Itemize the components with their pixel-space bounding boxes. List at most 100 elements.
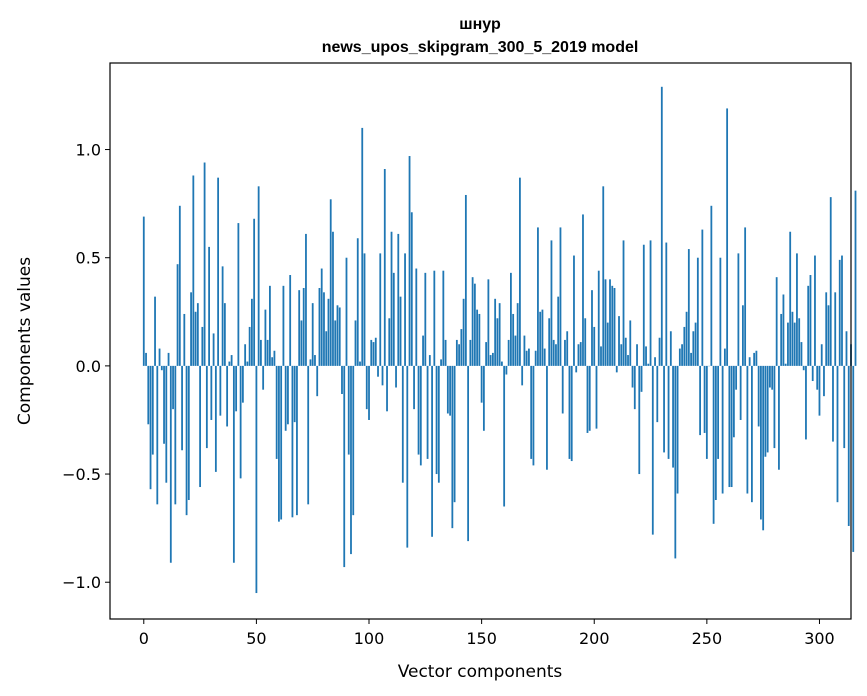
- bar-312: [845, 331, 848, 366]
- bar-149: [478, 313, 481, 366]
- bar-49: [253, 218, 256, 366]
- bar-72: [305, 233, 307, 366]
- bar-123: [419, 365, 422, 466]
- bar-133: [442, 270, 445, 366]
- y-tick-label: 1.0: [76, 141, 101, 160]
- bar-257: [721, 365, 724, 494]
- chart-title-line-2: news_upos_skipgram_300_5_2019 model: [322, 39, 639, 56]
- bar-151: [482, 365, 485, 431]
- bar-291: [798, 318, 801, 366]
- bar-136: [449, 365, 451, 416]
- bar-27: [203, 162, 206, 366]
- bar-21: [190, 292, 192, 366]
- bar-180: [548, 318, 551, 366]
- bar-247: [699, 365, 701, 436]
- bar-284: [782, 294, 785, 366]
- bar-286: [787, 322, 789, 366]
- bar-24: [196, 303, 199, 366]
- bar-253: [712, 365, 715, 524]
- bar-142: [462, 298, 465, 366]
- bar-89: [343, 365, 346, 568]
- bar-69: [298, 290, 301, 366]
- bar-265: [739, 365, 742, 420]
- bar-52: [260, 339, 262, 366]
- bar-287: [789, 231, 792, 366]
- bar-130: [435, 365, 438, 475]
- bar-54: [264, 309, 267, 366]
- bar-55: [266, 339, 269, 366]
- bar-300: [818, 365, 821, 416]
- bar-266: [741, 305, 744, 366]
- bar-190: [570, 365, 573, 462]
- bar-11: [167, 352, 170, 366]
- bar-73: [307, 365, 310, 505]
- bar-227: [654, 357, 656, 366]
- bar-140: [458, 344, 460, 366]
- bar-283: [780, 313, 783, 366]
- bar-25: [199, 365, 201, 488]
- bar-94: [354, 320, 357, 366]
- bar-118: [408, 156, 411, 366]
- bar-80: [323, 292, 325, 366]
- bar-207: [609, 279, 611, 366]
- bar-259: [726, 108, 729, 366]
- bar-104: [377, 365, 379, 377]
- bar-75: [311, 303, 314, 366]
- bar-129: [433, 270, 436, 366]
- bar-103: [374, 337, 377, 366]
- bar-208: [611, 285, 614, 366]
- bar-271: [753, 352, 756, 366]
- bar-209: [613, 288, 616, 366]
- bar-33: [217, 177, 220, 366]
- bar-307: [834, 292, 837, 366]
- bar-217: [631, 365, 634, 388]
- bar-223: [645, 346, 647, 366]
- bar-13: [172, 365, 174, 410]
- bar-43: [239, 365, 242, 479]
- bar-67: [293, 365, 296, 423]
- bar-263: [735, 365, 738, 390]
- bar-16: [178, 205, 181, 366]
- bar-214: [624, 337, 627, 366]
- bar-139: [455, 339, 458, 366]
- bar-56: [269, 285, 271, 366]
- bar-228: [656, 365, 659, 423]
- y-tick-label: 0.5: [76, 249, 101, 268]
- bar-15: [176, 264, 179, 366]
- bar-144: [467, 365, 470, 542]
- bar-6: [156, 365, 159, 505]
- bar-84: [332, 231, 334, 366]
- bar-79: [320, 268, 323, 366]
- bar-148: [476, 309, 479, 366]
- bar-280: [773, 365, 776, 449]
- bar-215: [627, 355, 629, 366]
- bar-185: [559, 227, 562, 366]
- bar-146: [471, 277, 474, 366]
- bar-169: [523, 335, 526, 366]
- bar-274: [760, 365, 762, 520]
- bar-100: [368, 365, 370, 420]
- bar-192: [575, 365, 578, 373]
- bar-198: [588, 365, 591, 431]
- x-tick-label: 250: [692, 629, 723, 648]
- bar-249: [703, 365, 706, 433]
- bar-234: [669, 331, 672, 366]
- bar-97: [361, 127, 364, 366]
- x-tick-label: 50: [246, 629, 266, 648]
- bar-161: [505, 365, 508, 375]
- bar-260: [728, 365, 731, 488]
- bar-68: [296, 365, 298, 516]
- bar-293: [802, 365, 805, 371]
- bar-244: [692, 331, 695, 366]
- bar-189: [568, 365, 571, 459]
- bar-2: [147, 365, 150, 425]
- bar-1: [145, 352, 147, 366]
- bar-199: [591, 290, 593, 366]
- bar-313: [847, 365, 850, 526]
- bar-150: [480, 365, 483, 403]
- bar-216: [629, 320, 632, 366]
- bar-182: [552, 339, 555, 366]
- bar-230: [660, 86, 663, 366]
- bar-205: [604, 279, 607, 366]
- bar-120: [413, 365, 415, 410]
